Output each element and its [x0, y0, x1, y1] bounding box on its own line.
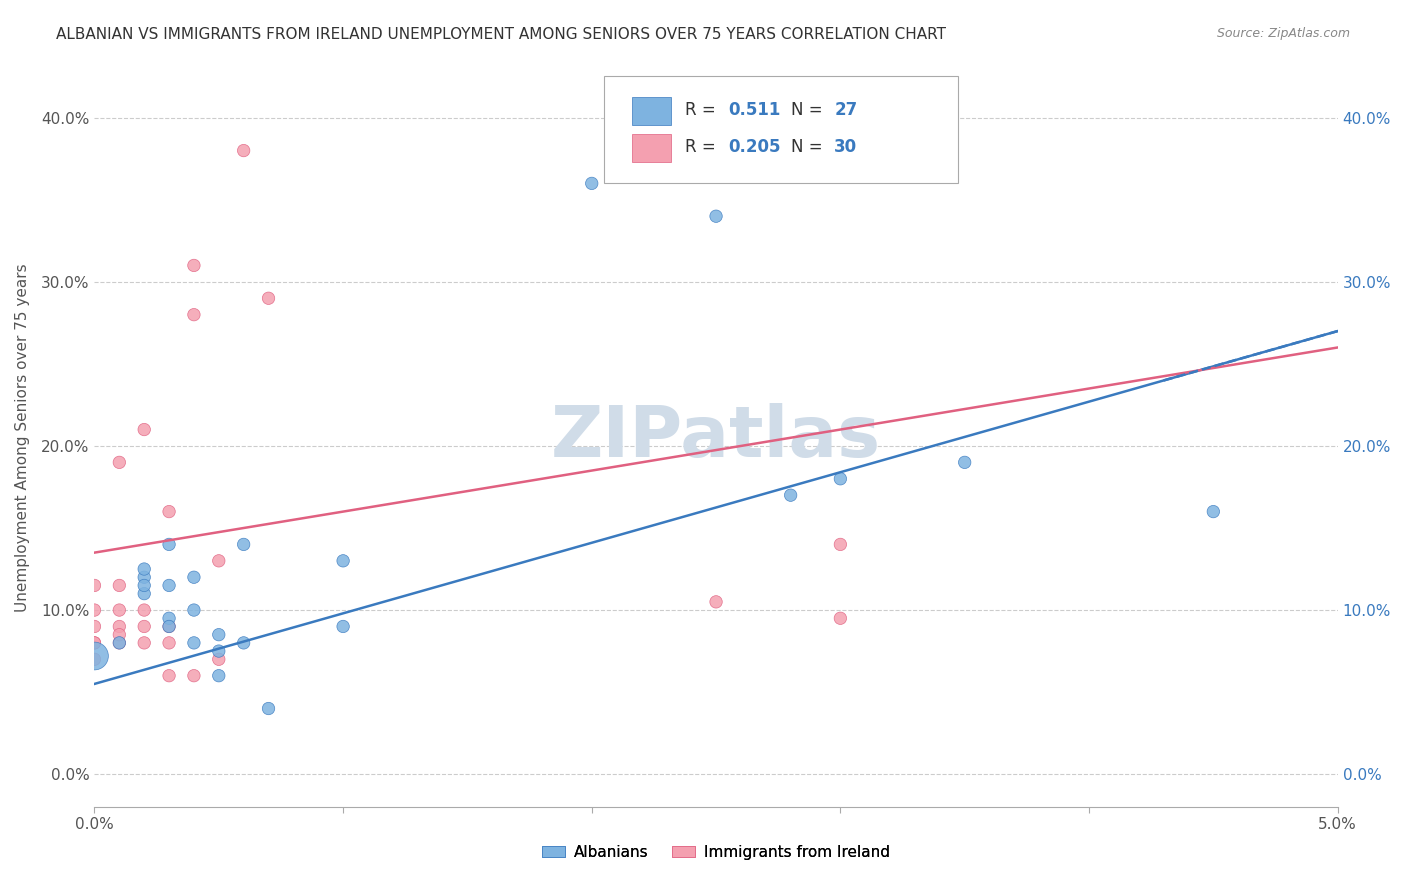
Text: 27: 27	[834, 101, 858, 119]
Point	[208, 644, 231, 658]
Point	[83, 648, 105, 663]
Text: R =: R =	[685, 101, 721, 119]
Point	[183, 636, 205, 650]
FancyBboxPatch shape	[631, 134, 671, 162]
Point	[134, 603, 156, 617]
Point	[157, 611, 180, 625]
Point	[83, 603, 105, 617]
Point	[232, 537, 254, 551]
Point	[953, 455, 976, 469]
Point	[108, 636, 131, 650]
FancyBboxPatch shape	[605, 76, 959, 183]
Point	[208, 652, 231, 666]
Point	[134, 619, 156, 633]
Point	[134, 570, 156, 584]
Point	[830, 537, 852, 551]
Text: N =: N =	[790, 137, 828, 156]
Point	[83, 652, 105, 666]
Point	[134, 578, 156, 592]
Point	[779, 488, 801, 502]
Point	[183, 603, 205, 617]
Y-axis label: Unemployment Among Seniors over 75 years: Unemployment Among Seniors over 75 years	[15, 263, 30, 612]
Point	[183, 308, 205, 322]
Point	[108, 455, 131, 469]
FancyBboxPatch shape	[631, 97, 671, 126]
Point	[83, 619, 105, 633]
Text: 0.511: 0.511	[728, 101, 780, 119]
Point	[83, 578, 105, 592]
Text: 0.205: 0.205	[728, 137, 780, 156]
Text: N =: N =	[790, 101, 828, 119]
Point	[830, 472, 852, 486]
Point	[157, 636, 180, 650]
Text: ALBANIAN VS IMMIGRANTS FROM IRELAND UNEMPLOYMENT AMONG SENIORS OVER 75 YEARS COR: ALBANIAN VS IMMIGRANTS FROM IRELAND UNEM…	[56, 27, 946, 42]
Point	[108, 603, 131, 617]
Point	[232, 144, 254, 158]
Point	[581, 177, 603, 191]
Text: Source: ZipAtlas.com: Source: ZipAtlas.com	[1216, 27, 1350, 40]
Point	[1202, 505, 1225, 519]
Point	[183, 570, 205, 584]
Point	[257, 291, 280, 305]
Point	[183, 669, 205, 683]
Point	[134, 562, 156, 576]
Point	[208, 669, 231, 683]
Point	[108, 628, 131, 642]
Point	[332, 554, 354, 568]
Point	[157, 505, 180, 519]
Point	[208, 554, 231, 568]
Point	[332, 619, 354, 633]
Point	[704, 209, 727, 223]
Point	[157, 669, 180, 683]
Point	[704, 595, 727, 609]
Text: R =: R =	[685, 137, 721, 156]
Point	[232, 636, 254, 650]
Point	[134, 587, 156, 601]
Point	[157, 578, 180, 592]
Point	[157, 537, 180, 551]
Point	[157, 619, 180, 633]
Text: 30: 30	[834, 137, 858, 156]
Point	[83, 636, 105, 650]
Point	[134, 636, 156, 650]
Text: ZIPatlas: ZIPatlas	[551, 403, 882, 472]
Point	[208, 628, 231, 642]
Point	[134, 423, 156, 437]
Point	[830, 611, 852, 625]
Point	[108, 636, 131, 650]
Legend: Albanians, Immigrants from Ireland: Albanians, Immigrants from Ireland	[536, 838, 896, 866]
Point	[108, 578, 131, 592]
Point	[83, 636, 105, 650]
Point	[108, 619, 131, 633]
Point	[257, 701, 280, 715]
Point	[183, 259, 205, 273]
Point	[157, 619, 180, 633]
